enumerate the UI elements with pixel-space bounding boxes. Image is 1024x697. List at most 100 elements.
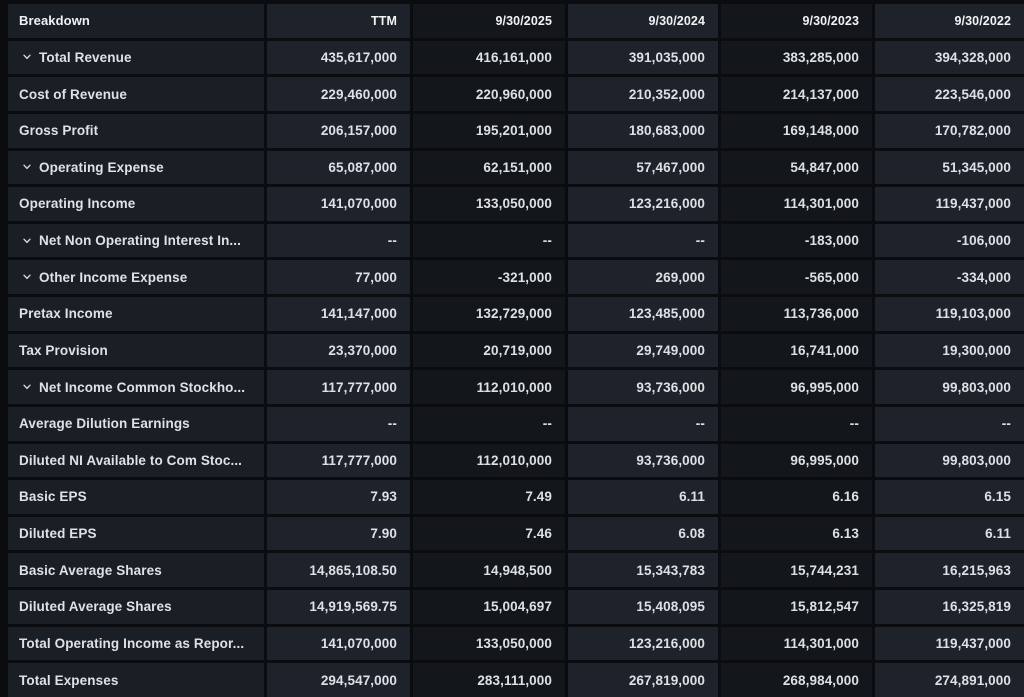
row-label: Net Non Operating Interest In...: [39, 233, 241, 249]
row-label-cell: Total Revenue: [8, 40, 264, 75]
value-cell: 141,147,000: [267, 297, 410, 331]
chevron-down-icon[interactable]: [22, 162, 32, 172]
value-cell: 54,847,000: [721, 150, 872, 185]
table-row: Basic Average Shares 14,865,108.50 14,948,…: [8, 553, 1024, 587]
value-cell: 16,325,819: [875, 590, 1024, 624]
value-cell: 214,137,000: [721, 77, 872, 111]
row-label: Net Income Common Stockho...: [39, 379, 246, 395]
value-cell: 6.08: [568, 516, 718, 551]
value-cell: 267,819,000: [568, 663, 718, 697]
value-cell: -183,000: [721, 223, 872, 258]
column-header: 9/30/2022: [875, 4, 1024, 38]
chevron-down-icon[interactable]: [22, 236, 32, 246]
value-cell: 195,201,000: [413, 113, 565, 148]
value-cell: 119,437,000: [875, 626, 1024, 661]
table-row: Other Income Expense 77,000 -321,000 269,00…: [8, 260, 1024, 294]
value-cell: 294,547,000: [267, 663, 410, 697]
value-cell: 229,460,000: [267, 77, 410, 111]
value-cell: 14,865,108.50: [267, 553, 410, 587]
value-cell: 283,111,000: [413, 663, 565, 697]
value-cell: 20,719,000: [413, 333, 565, 368]
value-cell: 96,995,000: [721, 443, 872, 478]
table-row: Total Revenue 435,617,000 416,161,000 391,0…: [8, 40, 1024, 75]
value-cell: 112,010,000: [413, 443, 565, 478]
row-label: Tax Provision: [19, 342, 108, 358]
value-cell: -321,000: [413, 260, 565, 294]
value-cell: 15,343,783: [568, 553, 718, 587]
table-header-row: Breakdown TTM 9/30/2025 9/30/2024 9/30/2023 9…: [8, 4, 1024, 38]
value-cell: 274,891,000: [875, 663, 1024, 697]
value-cell: 15,004,697: [413, 590, 565, 624]
row-label-cell: Average Dilution Earnings: [8, 406, 264, 441]
value-cell: --: [413, 223, 565, 258]
value-cell: 133,050,000: [413, 626, 565, 661]
row-label: Cost of Revenue: [19, 86, 128, 102]
row-label-cell: Gross Profit: [8, 113, 264, 148]
row-label: Basic EPS: [19, 489, 87, 505]
row-label: Gross Profit: [19, 123, 99, 139]
value-cell: 6.15: [875, 480, 1024, 514]
value-cell: 15,744,231: [721, 553, 872, 587]
table-row: Net Non Operating Interest In... -- -- -- -1…: [8, 223, 1024, 258]
row-label-cell: Diluted EPS: [8, 516, 264, 551]
value-cell: 170,782,000: [875, 113, 1024, 148]
table-row: Operating Expense 65,087,000 62,151,000 57,…: [8, 150, 1024, 185]
value-cell: --: [568, 223, 718, 258]
value-cell: -565,000: [721, 260, 872, 294]
value-cell: 6.16: [721, 480, 872, 514]
value-cell: 99,803,000: [875, 370, 1024, 404]
value-cell: 169,148,000: [721, 113, 872, 148]
value-cell: 29,749,000: [568, 333, 718, 368]
value-cell: 15,812,547: [721, 590, 872, 624]
row-label-cell: Basic Average Shares: [8, 553, 264, 587]
value-cell: 123,485,000: [568, 297, 718, 331]
table-row: Net Income Common Stockho... 117,777,000 1…: [8, 370, 1024, 404]
value-cell: 99,803,000: [875, 443, 1024, 478]
value-cell: 269,000: [568, 260, 718, 294]
row-label: Total Revenue: [39, 49, 132, 65]
value-cell: 62,151,000: [413, 150, 565, 185]
row-label-cell: Pretax Income: [8, 297, 264, 331]
value-cell: 416,161,000: [413, 40, 565, 75]
value-cell: 7.49: [413, 480, 565, 514]
value-cell: 113,736,000: [721, 297, 872, 331]
row-label: Pretax Income: [19, 306, 113, 322]
table-row: Total Operating Income as Repor... 141,07…: [8, 626, 1024, 661]
chevron-down-icon[interactable]: [22, 52, 32, 62]
value-cell: -334,000: [875, 260, 1024, 294]
value-cell: --: [875, 406, 1024, 441]
value-cell: 14,948,500: [413, 553, 565, 587]
value-cell: 7.46: [413, 516, 565, 551]
table-row: Operating Income 141,070,000 133,050,000 12…: [8, 187, 1024, 221]
value-cell: 119,103,000: [875, 297, 1024, 331]
row-label-cell: Diluted Average Shares: [8, 590, 264, 624]
row-label-cell: Cost of Revenue: [8, 77, 264, 111]
table-row: Diluted EPS 7.90 7.46 6.08 6.13 6.11: [8, 516, 1024, 551]
chevron-down-icon[interactable]: [22, 272, 32, 282]
value-cell: 93,736,000: [568, 370, 718, 404]
row-label: Other Income Expense: [39, 269, 188, 285]
row-label: Diluted Average Shares: [19, 599, 172, 615]
value-cell: 141,070,000: [267, 187, 410, 221]
value-cell: 119,437,000: [875, 187, 1024, 221]
value-cell: 6.13: [721, 516, 872, 551]
row-label: Operating Expense: [39, 159, 164, 175]
value-cell: 117,777,000: [267, 443, 410, 478]
value-cell: 117,777,000: [267, 370, 410, 404]
value-cell: 23,370,000: [267, 333, 410, 368]
value-cell: 7.93: [267, 480, 410, 514]
column-header: 9/30/2025: [413, 4, 565, 38]
value-cell: 210,352,000: [568, 77, 718, 111]
value-cell: 14,919,569.75: [267, 590, 410, 624]
row-label-cell: Net Non Operating Interest In...: [8, 223, 264, 258]
value-cell: 123,216,000: [568, 187, 718, 221]
table-row: Tax Provision 23,370,000 20,719,000 29,749,…: [8, 333, 1024, 368]
value-cell: 6.11: [568, 480, 718, 514]
value-cell: 16,741,000: [721, 333, 872, 368]
chevron-down-icon[interactable]: [22, 382, 32, 392]
row-label: Average Dilution Earnings: [19, 416, 190, 432]
value-cell: --: [413, 406, 565, 441]
row-label-cell: Total Expenses: [8, 663, 264, 697]
row-label-cell: Diluted NI Available to Com Stoc...: [8, 443, 264, 478]
